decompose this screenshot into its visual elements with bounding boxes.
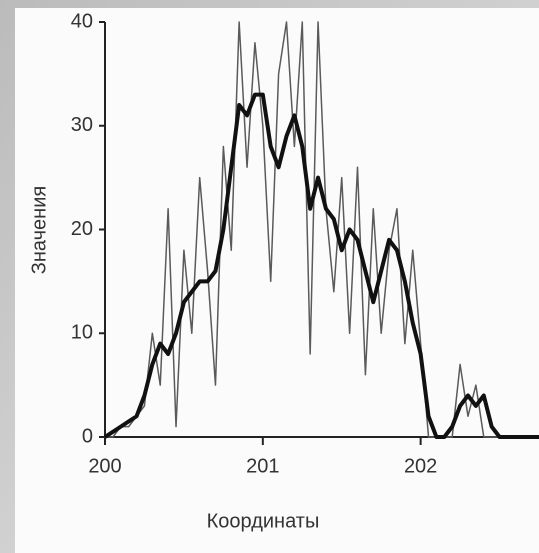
y-tick-label: 20 (71, 218, 93, 240)
y-tick-label: 0 (82, 425, 93, 447)
data-line (103, 92, 539, 439)
x-tick-label: 201 (246, 455, 279, 477)
y-tick-label: 40 (71, 10, 93, 32)
y-axis-label: Значения (28, 186, 50, 274)
y-tick-label: 10 (71, 322, 93, 344)
x-tick-label: 202 (404, 455, 437, 477)
y-tick-label: 30 (71, 114, 93, 136)
data-line (105, 21, 539, 438)
x-tick-label: 200 (88, 455, 121, 477)
x-axis-label: Координаты (207, 510, 320, 532)
